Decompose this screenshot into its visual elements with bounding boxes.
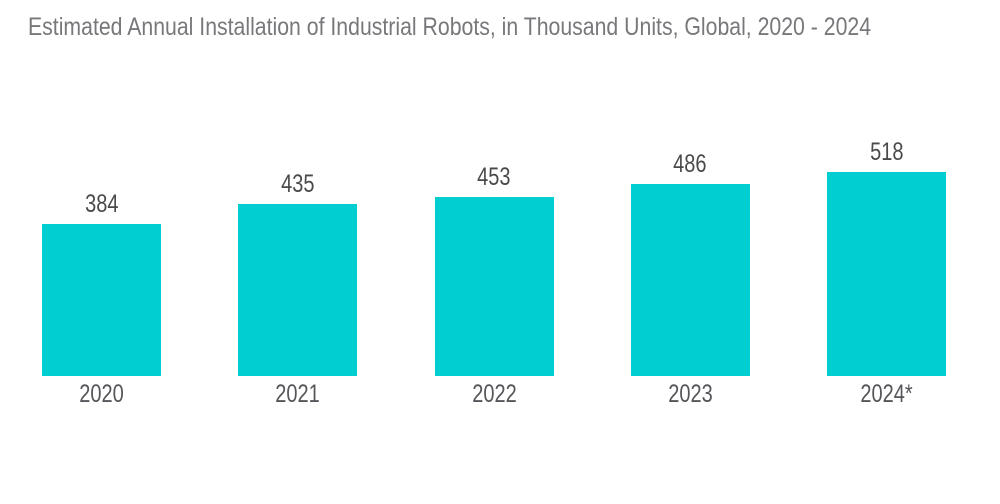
x-axis-category-label: 2023 <box>668 380 713 408</box>
bar-value-label: 453 <box>477 163 511 192</box>
bar-value-label: 518 <box>869 138 904 167</box>
bar-group: 384 2020 <box>42 190 161 408</box>
bar-value-label: 384 <box>84 190 119 219</box>
bar-group: 518 2024* <box>827 138 946 408</box>
bar <box>42 224 161 376</box>
bar-group: 486 2023 <box>630 150 750 408</box>
bar <box>434 197 554 376</box>
bar-value-label: 435 <box>281 170 315 199</box>
bar-group: 453 2022 <box>434 163 554 408</box>
bar-group: 435 2021 <box>238 170 358 408</box>
bar <box>827 172 946 376</box>
x-axis-category-label: 2021 <box>275 380 321 408</box>
x-axis-category-label: 2020 <box>79 380 124 408</box>
bar <box>630 184 750 376</box>
bar-value-label: 486 <box>673 150 707 179</box>
x-axis-category-label: 2022 <box>471 380 517 408</box>
bar <box>238 204 358 376</box>
chart-title: Estimated Annual Installation of Industr… <box>28 13 872 41</box>
x-axis-category-label: 2024* <box>860 380 913 408</box>
